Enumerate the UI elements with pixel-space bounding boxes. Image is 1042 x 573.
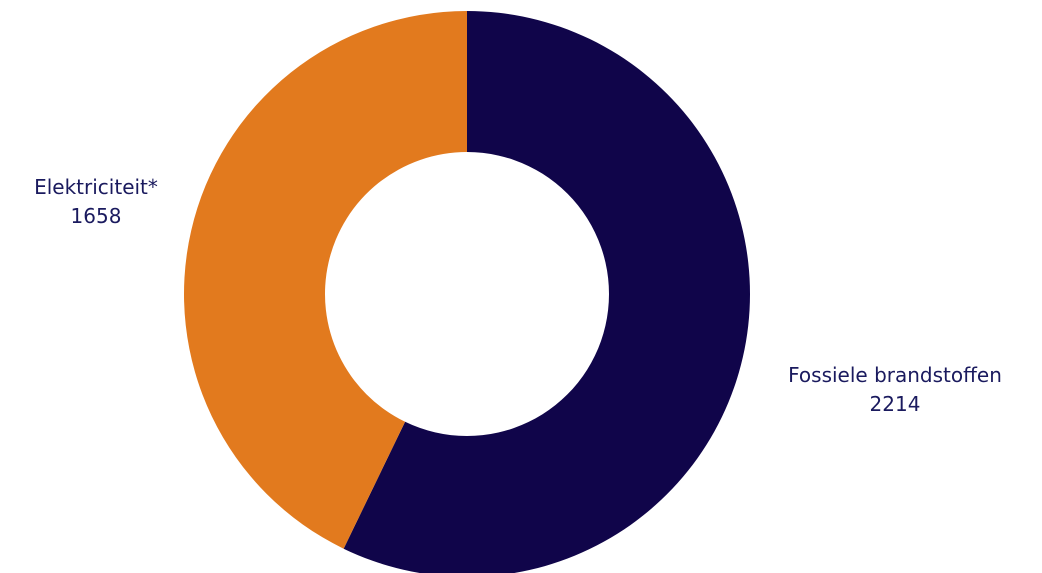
slice-elektriciteit [184,11,467,549]
slice-value-fossiele-brandstoffen: 2214 [870,392,921,416]
slice-label-fossiele-brandstoffen: Fossiele brandstoffen [788,363,1002,387]
slice-label-elektriciteit: Elektriciteit* [34,175,158,199]
slice-value-elektriciteit: 1658 [71,204,122,228]
slice-fossiele-brandstoffen [343,11,750,573]
donut-slices [184,11,750,573]
slice-labels: Fossiele brandstoffen 2214 Elektriciteit* 1… [34,175,1002,416]
